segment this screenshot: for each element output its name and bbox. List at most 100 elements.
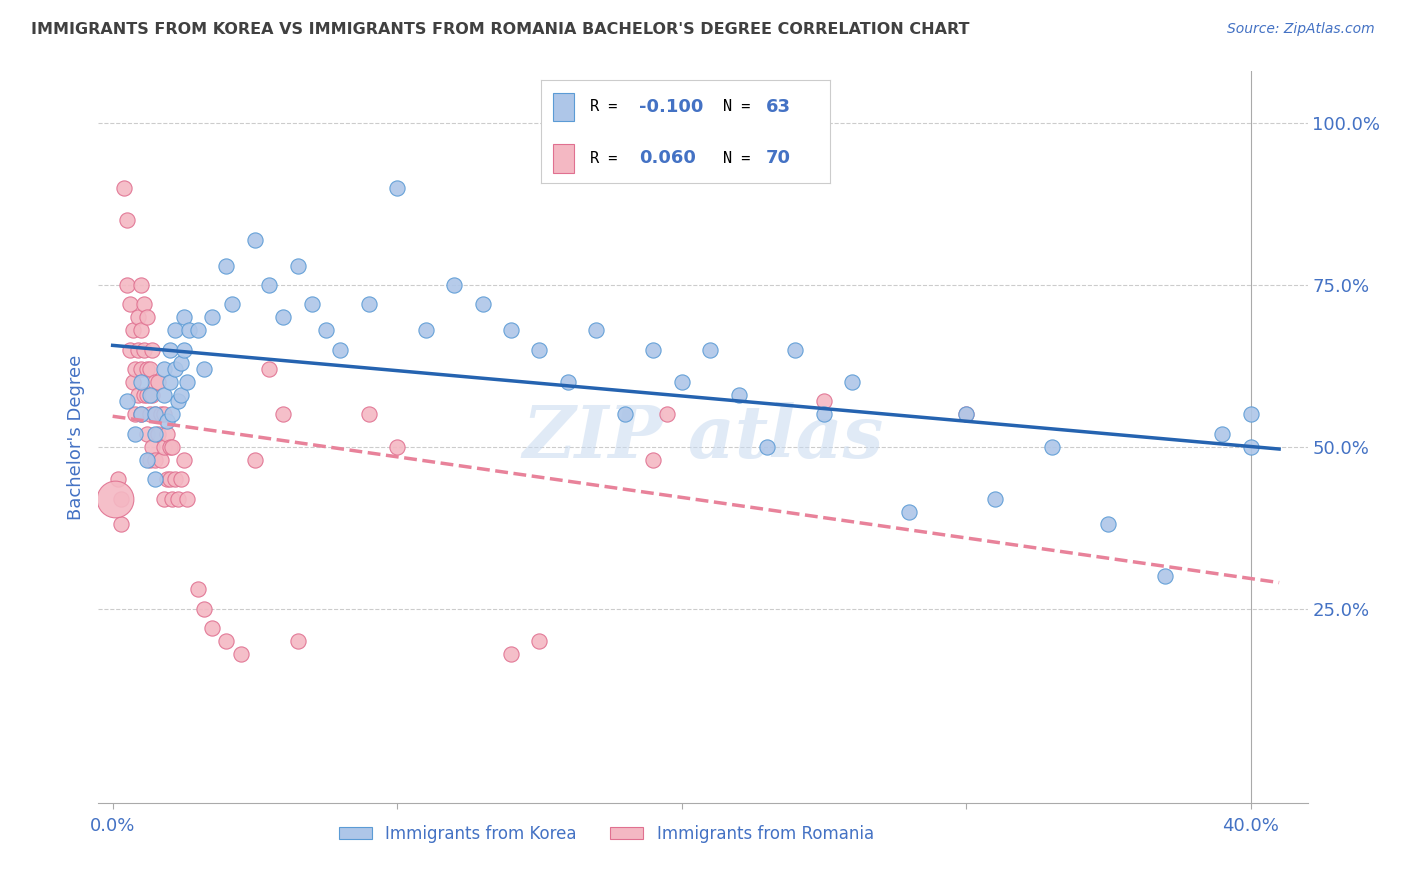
Point <box>1154 569 1177 583</box>
Point <box>179 323 201 337</box>
Point <box>156 472 179 486</box>
Point <box>167 491 190 506</box>
Point <box>135 426 157 441</box>
Point <box>159 440 181 454</box>
Point <box>162 440 184 454</box>
Point <box>471 297 494 311</box>
Point <box>121 375 143 389</box>
Point <box>162 491 184 506</box>
Legend: Immigrants from Korea, Immigrants from Romania: Immigrants from Korea, Immigrants from R… <box>332 818 880 849</box>
Point <box>1240 408 1263 422</box>
Point <box>176 491 198 506</box>
Point <box>112 181 135 195</box>
Point <box>955 408 977 422</box>
Point <box>115 277 138 292</box>
Text: Source: ZipAtlas.com: Source: ZipAtlas.com <box>1227 22 1375 37</box>
Point <box>143 472 166 486</box>
Point <box>557 375 579 389</box>
Point <box>118 297 141 311</box>
Point <box>129 277 152 292</box>
Point <box>585 323 607 337</box>
Point <box>287 259 309 273</box>
Point <box>499 647 522 661</box>
Point <box>135 310 157 325</box>
Point <box>159 472 181 486</box>
Point <box>1240 440 1263 454</box>
Bar <box>553 144 574 173</box>
Point <box>1097 517 1119 532</box>
Point <box>193 601 215 615</box>
Text: 0.060: 0.060 <box>640 149 696 167</box>
Point <box>357 297 380 311</box>
Point <box>107 472 129 486</box>
Point <box>138 452 160 467</box>
Point <box>153 362 176 376</box>
Point <box>221 297 243 311</box>
Point <box>257 277 280 292</box>
Text: N =: N = <box>723 151 759 166</box>
Point <box>141 388 163 402</box>
Point <box>170 356 193 370</box>
Text: R =: R = <box>591 151 627 166</box>
Point <box>170 388 193 402</box>
Text: N =: N = <box>723 99 759 114</box>
Point <box>110 517 132 532</box>
Point <box>156 426 179 441</box>
Bar <box>553 93 574 121</box>
Point <box>813 408 835 422</box>
Y-axis label: Bachelor's Degree: Bachelor's Degree <box>66 354 84 520</box>
Point <box>143 426 166 441</box>
Point <box>129 408 152 422</box>
Point <box>699 343 721 357</box>
Point <box>273 310 295 325</box>
Point <box>159 375 181 389</box>
Point <box>1211 426 1233 441</box>
Point <box>193 362 215 376</box>
Point <box>385 440 408 454</box>
Point <box>129 408 152 422</box>
Point <box>150 452 173 467</box>
Point <box>1040 440 1063 454</box>
Point <box>301 297 323 311</box>
Point <box>138 388 160 402</box>
Point <box>115 394 138 409</box>
Point <box>146 375 169 389</box>
Point <box>124 362 146 376</box>
Point <box>176 375 198 389</box>
Point <box>129 323 152 337</box>
Point <box>153 440 176 454</box>
Point <box>141 343 163 357</box>
Point <box>132 388 155 402</box>
Point <box>127 388 149 402</box>
Point <box>135 362 157 376</box>
Point <box>243 452 266 467</box>
Text: IMMIGRANTS FROM KOREA VS IMMIGRANTS FROM ROMANIA BACHELOR'S DEGREE CORRELATION C: IMMIGRANTS FROM KOREA VS IMMIGRANTS FROM… <box>31 22 969 37</box>
Point <box>127 310 149 325</box>
Point <box>499 323 522 337</box>
Point <box>104 491 127 506</box>
Point <box>132 343 155 357</box>
Point <box>201 621 224 635</box>
Point <box>329 343 352 357</box>
Point <box>138 408 160 422</box>
Point <box>135 388 157 402</box>
Point <box>153 388 176 402</box>
Point <box>153 408 176 422</box>
Point <box>162 408 184 422</box>
Point <box>167 394 190 409</box>
Point <box>118 343 141 357</box>
Point <box>287 634 309 648</box>
Point <box>165 362 187 376</box>
Point <box>143 408 166 422</box>
Point <box>150 408 173 422</box>
Point <box>173 310 195 325</box>
Point <box>165 472 187 486</box>
Point <box>173 343 195 357</box>
Point <box>385 181 408 195</box>
Point <box>127 343 149 357</box>
Point <box>657 408 679 422</box>
Point <box>613 408 636 422</box>
Point <box>983 491 1005 506</box>
Point <box>813 394 835 409</box>
Point <box>124 408 146 422</box>
